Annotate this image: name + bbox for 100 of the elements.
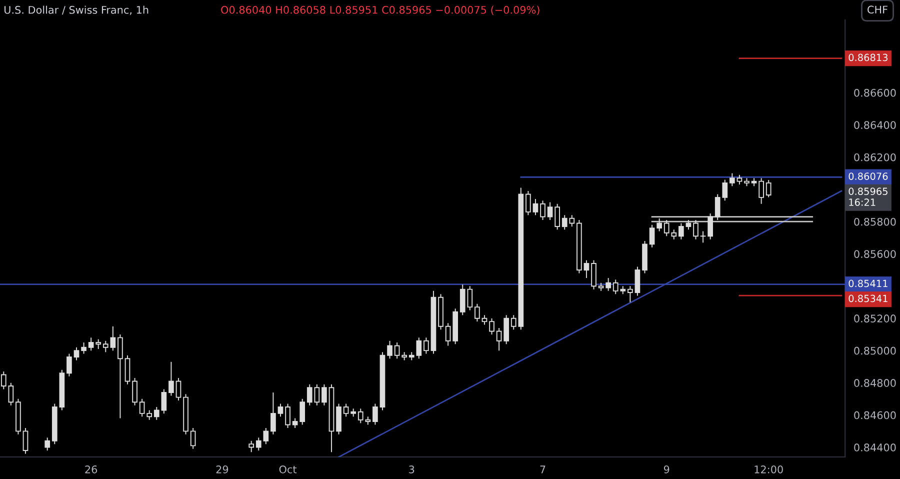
candlestick — [744, 178, 750, 187]
candlestick — [642, 240, 648, 274]
candlestick — [591, 260, 596, 290]
candlestick — [584, 260, 590, 279]
y-tick-label: 0.85000 — [854, 346, 896, 355]
candlestick — [430, 290, 436, 354]
candlestick — [248, 440, 254, 453]
x-tick-label: Oct — [279, 465, 297, 474]
x-tick-label: 12:00 — [754, 465, 783, 474]
candlestick — [554, 203, 560, 230]
candlestick — [758, 178, 764, 204]
candlestick — [766, 180, 772, 198]
y-tick-label: 0.86200 — [854, 153, 896, 162]
candlestick — [132, 377, 138, 406]
candlestick — [526, 190, 531, 216]
candlestick — [656, 218, 662, 232]
candlestick — [66, 353, 72, 377]
candlestick — [190, 427, 196, 450]
y-tick-label: 0.85800 — [854, 218, 896, 226]
candlestick — [285, 403, 290, 428]
candlestick — [8, 382, 14, 406]
candlestick — [576, 220, 582, 274]
candlestick — [693, 220, 698, 240]
x-tick-label: 3 — [409, 465, 414, 474]
candlestick — [146, 410, 152, 420]
candlestick — [649, 224, 655, 248]
candlestick — [730, 172, 735, 187]
candlestick — [102, 340, 108, 353]
candlestick — [700, 230, 706, 244]
y-tick-label: 0.86400 — [854, 121, 896, 130]
candlestick — [634, 266, 640, 296]
candlestick — [380, 352, 386, 411]
candlestick — [598, 282, 604, 292]
data-label: 0.85341 — [848, 294, 888, 302]
candlestick — [678, 222, 684, 240]
y-tick-label: 0.84600 — [854, 411, 896, 420]
y-tick-label: 0.84800 — [854, 379, 896, 387]
candlestick — [394, 342, 400, 360]
ref-line-label: 0.85411 — [848, 280, 888, 288]
candlestick — [322, 384, 327, 406]
chart-title: U.S. Dollar / Swiss Franc, 1h — [4, 6, 148, 15]
candlestick — [540, 200, 546, 220]
candlestick — [496, 328, 502, 352]
candlestick — [445, 322, 451, 346]
y-tick-label: 0.86600 — [854, 88, 896, 97]
data-label: 0.86076 — [848, 172, 888, 180]
candlestick — [424, 337, 429, 354]
candlestick — [628, 286, 633, 303]
candlestick — [74, 346, 80, 361]
candlestick — [139, 398, 145, 418]
candlestick — [474, 303, 480, 322]
candlestick — [504, 314, 509, 345]
candlestick — [751, 178, 757, 187]
candlestick — [183, 394, 188, 435]
candlestick — [81, 342, 86, 354]
candlestick — [176, 377, 182, 402]
text: CHF — [868, 6, 888, 14]
candlestick — [168, 361, 174, 396]
candlestick — [96, 338, 102, 350]
chart-subtitle: O0.86040 H0.86058 L0.85951 C0.85965 −0.00075 (−0.09%) — [221, 6, 540, 16]
candlestick — [350, 408, 356, 418]
candlestick — [372, 403, 378, 426]
x-tick-label: 26 — [85, 465, 98, 474]
y-tick-label: 0.85600 — [854, 250, 896, 258]
y-tick-label: 0.84400 — [854, 444, 896, 452]
candlestick — [44, 437, 50, 452]
candlestick — [336, 403, 342, 435]
candlestick — [124, 354, 130, 385]
candlestick — [547, 202, 553, 220]
data-label: 0.86813 — [848, 54, 888, 62]
candlestick — [387, 340, 392, 360]
candlestick — [402, 352, 408, 361]
candlestick — [708, 213, 713, 240]
candlestick — [278, 403, 284, 418]
x-tick-label: 29 — [216, 465, 228, 474]
candlestick — [482, 314, 488, 326]
candlestick — [452, 308, 458, 345]
candlestick — [438, 294, 444, 330]
candlestick — [736, 174, 742, 186]
candlestick — [110, 326, 116, 352]
x-tick-label: 7 — [540, 466, 546, 474]
text: 0.85965 16:21 — [848, 188, 888, 206]
candlestick — [16, 398, 21, 435]
x-tick-label: 9 — [664, 465, 670, 474]
candlestick — [532, 198, 538, 216]
candlestick — [0, 371, 6, 390]
candlestick — [300, 398, 306, 426]
candlestick — [22, 427, 28, 454]
candlestick — [118, 334, 123, 419]
y-tick-label: 0.85200 — [854, 314, 896, 322]
candlestick — [59, 369, 65, 411]
candlestick — [686, 220, 692, 230]
candlestick — [489, 318, 494, 335]
candlestick — [88, 337, 94, 352]
candlestick — [328, 384, 334, 453]
candlestick — [270, 392, 276, 435]
candlestick — [606, 278, 611, 292]
candlestick — [52, 403, 58, 445]
candlestick — [343, 403, 349, 418]
candlestick — [292, 418, 298, 428]
